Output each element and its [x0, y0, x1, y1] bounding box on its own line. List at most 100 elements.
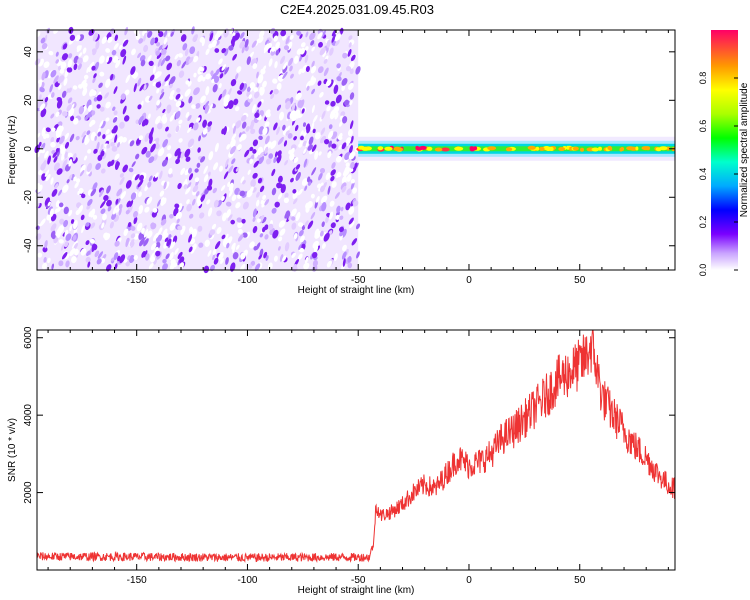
- noise-speckle: [52, 234, 56, 240]
- noise-speckle: [103, 232, 109, 239]
- noise-speckle: [339, 230, 344, 237]
- noise-speckle: [340, 111, 346, 117]
- noise-speckle: [105, 55, 110, 63]
- noise-speckle: [155, 50, 160, 56]
- noise-speckle: [169, 76, 176, 84]
- noise-speckle: [39, 81, 42, 88]
- signal-peak: [473, 146, 478, 151]
- noise-speckle: [66, 88, 70, 94]
- noise-speckle: [239, 135, 244, 142]
- noise-speckle: [348, 82, 354, 91]
- noise-speckle: [192, 185, 199, 193]
- noise-speckle: [90, 222, 96, 229]
- noise-speckle: [198, 200, 202, 206]
- x-tick-label: -150: [127, 575, 147, 586]
- noise-speckle: [273, 88, 279, 95]
- noise-speckle: [115, 198, 119, 205]
- noise-speckle: [65, 260, 70, 268]
- noise-speckle: [248, 94, 253, 100]
- noise-speckle: [350, 54, 356, 62]
- noise-speckle: [298, 143, 303, 148]
- noise-speckle: [310, 65, 317, 74]
- noise-speckle: [213, 257, 219, 265]
- noise-speckle: [247, 97, 253, 103]
- noise-speckle: [269, 90, 273, 95]
- noise-speckle: [144, 206, 150, 213]
- noise-speckle: [155, 250, 161, 257]
- noise-speckle: [51, 127, 56, 132]
- noise-speckle: [347, 262, 353, 269]
- noise-speckle: [278, 74, 285, 82]
- noise-speckle: [147, 181, 152, 188]
- noise-speckle: [110, 141, 115, 147]
- noise-speckle: [122, 39, 129, 47]
- noise-speckle: [176, 88, 181, 93]
- noise-speckle: [106, 199, 112, 207]
- noise-speckle: [111, 128, 116, 134]
- noise-speckle: [336, 63, 341, 69]
- noise-speckle: [129, 200, 134, 208]
- noise-speckle: [114, 160, 120, 171]
- noise-speckle: [70, 219, 75, 224]
- noise-speckle: [321, 110, 326, 120]
- noise-speckle: [126, 237, 130, 243]
- signal-peak: [549, 147, 554, 151]
- noise-speckle: [264, 224, 269, 231]
- noise-speckle: [241, 45, 246, 54]
- noise-speckle: [47, 201, 51, 207]
- noise-speckle: [45, 173, 51, 182]
- noise-speckle: [191, 198, 196, 206]
- noise-speckle: [143, 228, 149, 238]
- noise-speckle: [330, 169, 336, 176]
- noise-speckle: [120, 93, 126, 100]
- noise-speckle: [306, 85, 310, 91]
- noise-speckle: [192, 122, 199, 131]
- noise-speckle: [70, 115, 75, 122]
- noise-speckle: [43, 61, 50, 68]
- noise-speckle: [264, 199, 270, 206]
- noise-speckle: [339, 121, 343, 127]
- noise-speckle: [105, 78, 111, 88]
- noise-speckle: [264, 121, 270, 127]
- noise-speckle: [92, 182, 98, 191]
- noise-speckle: [185, 186, 191, 195]
- noise-speckle: [228, 182, 234, 192]
- noise-speckle: [305, 138, 310, 148]
- noise-speckle: [284, 159, 289, 166]
- noise-speckle: [73, 63, 78, 71]
- noise-speckle: [232, 35, 237, 41]
- noise-speckle: [274, 201, 280, 208]
- noise-speckle: [201, 38, 205, 47]
- noise-speckle: [78, 52, 83, 57]
- noise-speckle: [96, 104, 101, 109]
- noise-speckle: [237, 221, 243, 229]
- noise-speckle: [50, 141, 56, 148]
- noise-speckle: [107, 36, 113, 43]
- signal-peak: [426, 146, 433, 151]
- noise-speckle: [182, 43, 188, 51]
- noise-speckle: [239, 190, 246, 197]
- chart-title: C2E4.2025.031.09.45.R03: [280, 2, 434, 17]
- noise-speckle: [139, 238, 145, 247]
- noise-speckle: [186, 182, 192, 189]
- noise-speckle: [56, 168, 63, 175]
- noise-speckle: [178, 119, 183, 125]
- noise-speckle: [212, 253, 216, 261]
- noise-speckle: [309, 77, 317, 86]
- noise-speckle: [223, 126, 227, 136]
- noise-speckle: [191, 228, 198, 238]
- noise-speckle: [226, 143, 231, 150]
- noise-speckle: [214, 68, 220, 76]
- noise-speckle: [330, 110, 336, 118]
- noise-speckle: [53, 162, 60, 171]
- x-tick-label: -150: [127, 275, 147, 286]
- noise-speckle: [68, 158, 73, 167]
- noise-speckle: [252, 172, 258, 179]
- noise-speckle: [86, 67, 90, 74]
- noise-speckle: [261, 216, 267, 224]
- noise-speckle: [65, 233, 72, 241]
- noise-speckle: [131, 48, 136, 56]
- noise-speckle: [99, 71, 105, 77]
- noise-speckle: [55, 125, 62, 135]
- noise-speckle: [175, 158, 181, 165]
